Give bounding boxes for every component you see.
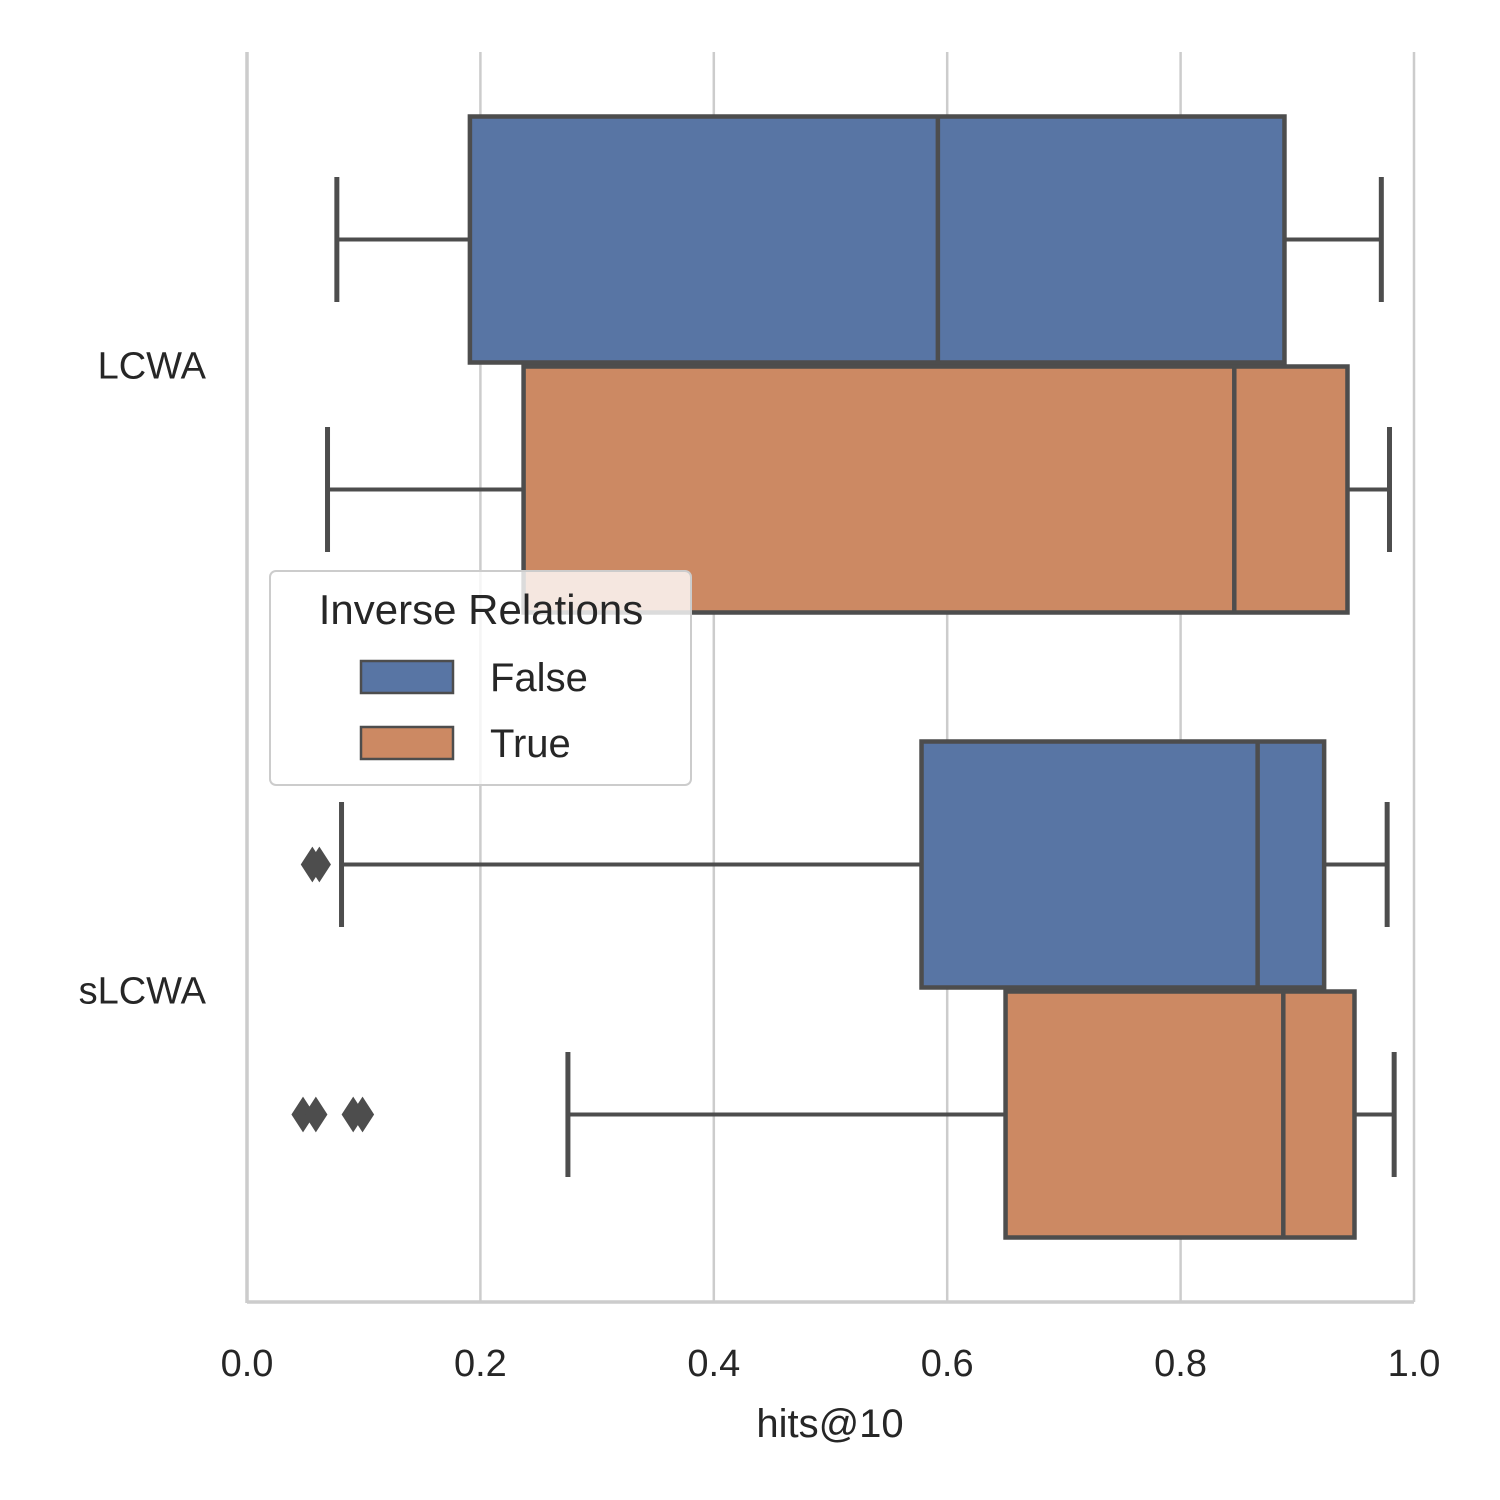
legend-swatch-False	[359, 659, 455, 695]
y-category-label: LCWA	[98, 346, 207, 388]
box-iqr	[467, 114, 1287, 365]
x-tick-label: 0.6	[921, 1343, 974, 1385]
axis-spines	[245, 52, 1414, 1304]
x-tick-label: 0.8	[1154, 1343, 1207, 1385]
legend: Inverse Relations False True	[269, 570, 692, 786]
y-category-label: sLCWA	[79, 971, 207, 1013]
box-iqr	[919, 739, 1327, 990]
box-sLCWA-False	[300, 739, 1390, 990]
x-tick-label: 0.0	[221, 1343, 274, 1385]
legend-entries: False True	[359, 656, 588, 766]
box-plots	[291, 114, 1397, 1240]
box-iqr	[1003, 989, 1357, 1240]
x-tick-label: 0.2	[454, 1343, 507, 1385]
box-LCWA-False	[334, 114, 1384, 365]
y-category-labels: LCWA sLCWA	[79, 346, 207, 1013]
x-tick-label: 1.0	[1388, 1343, 1441, 1385]
legend-label-True: True	[490, 722, 571, 766]
x-tick-label: 0.4	[687, 1343, 740, 1385]
outlier-point	[307, 846, 331, 883]
box-sLCWA-True	[291, 989, 1397, 1240]
x-tick-labels: 0.0 0.2 0.4 0.6 0.8 1.0	[221, 1343, 1441, 1385]
legend-label-False: False	[490, 656, 588, 700]
legend-title: Inverse Relations	[319, 586, 644, 633]
x-axis-label: hits@10	[756, 1402, 903, 1446]
outlier-point	[350, 1096, 375, 1133]
legend-swatch-True	[359, 725, 455, 761]
outlier-point	[304, 1096, 328, 1133]
